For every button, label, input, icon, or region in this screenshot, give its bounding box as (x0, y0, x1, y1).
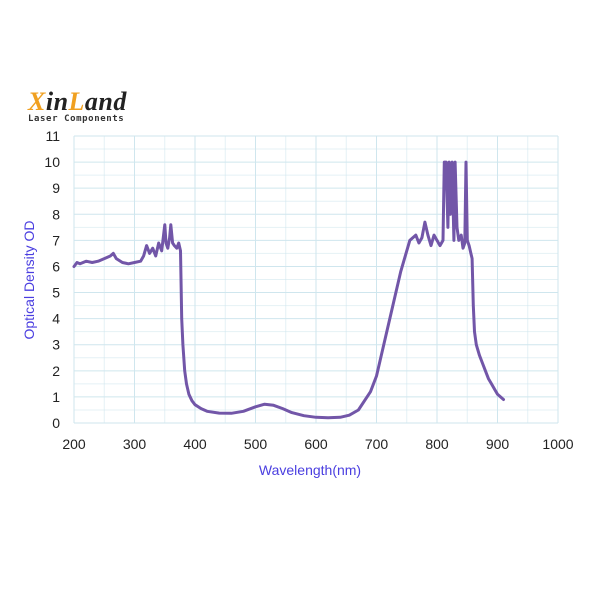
chart-grid (73, 135, 559, 424)
y-tick-label: 3 (52, 337, 60, 353)
logo-tagline: Laser Components (28, 114, 125, 124)
y-tick-label: 1 (52, 389, 60, 405)
x-tick-label: 1000 (542, 436, 573, 452)
x-tick-label: 200 (62, 436, 86, 452)
logo-brand: XinLand (28, 87, 127, 116)
y-tick-label: 10 (44, 154, 60, 170)
x-tick-label: 900 (486, 436, 510, 452)
y-tick-label: 7 (52, 232, 60, 248)
y-tick-label: 9 (52, 180, 60, 196)
y-tick-label: 2 (52, 363, 60, 379)
y-tick-label: 6 (52, 258, 60, 274)
x-tick-label: 500 (244, 436, 268, 452)
y-tick-label: 8 (52, 206, 60, 222)
y-axis-title: Optical Density OD (21, 220, 37, 339)
x-tick-label: 700 (365, 436, 389, 452)
od-series-line (72, 160, 505, 420)
y-tick-label: 4 (52, 311, 60, 327)
x-tick-label: 800 (425, 436, 449, 452)
x-axis-title: Wavelength(nm) (259, 462, 361, 478)
x-axis-ticks: 200 300 400 500 600 700 800 900 1000 (62, 436, 573, 452)
x-tick-label: 400 (183, 436, 207, 452)
y-tick-label: 11 (45, 128, 60, 144)
xinland-logo: XinLand Laser Components (28, 87, 127, 125)
y-axis-ticks: 0 1 2 3 4 5 6 7 8 9 10 11 (44, 128, 60, 431)
x-tick-label: 300 (123, 436, 147, 452)
x-tick-label: 600 (304, 436, 328, 452)
y-tick-label: 5 (52, 285, 60, 301)
y-tick-label: 0 (52, 415, 60, 431)
